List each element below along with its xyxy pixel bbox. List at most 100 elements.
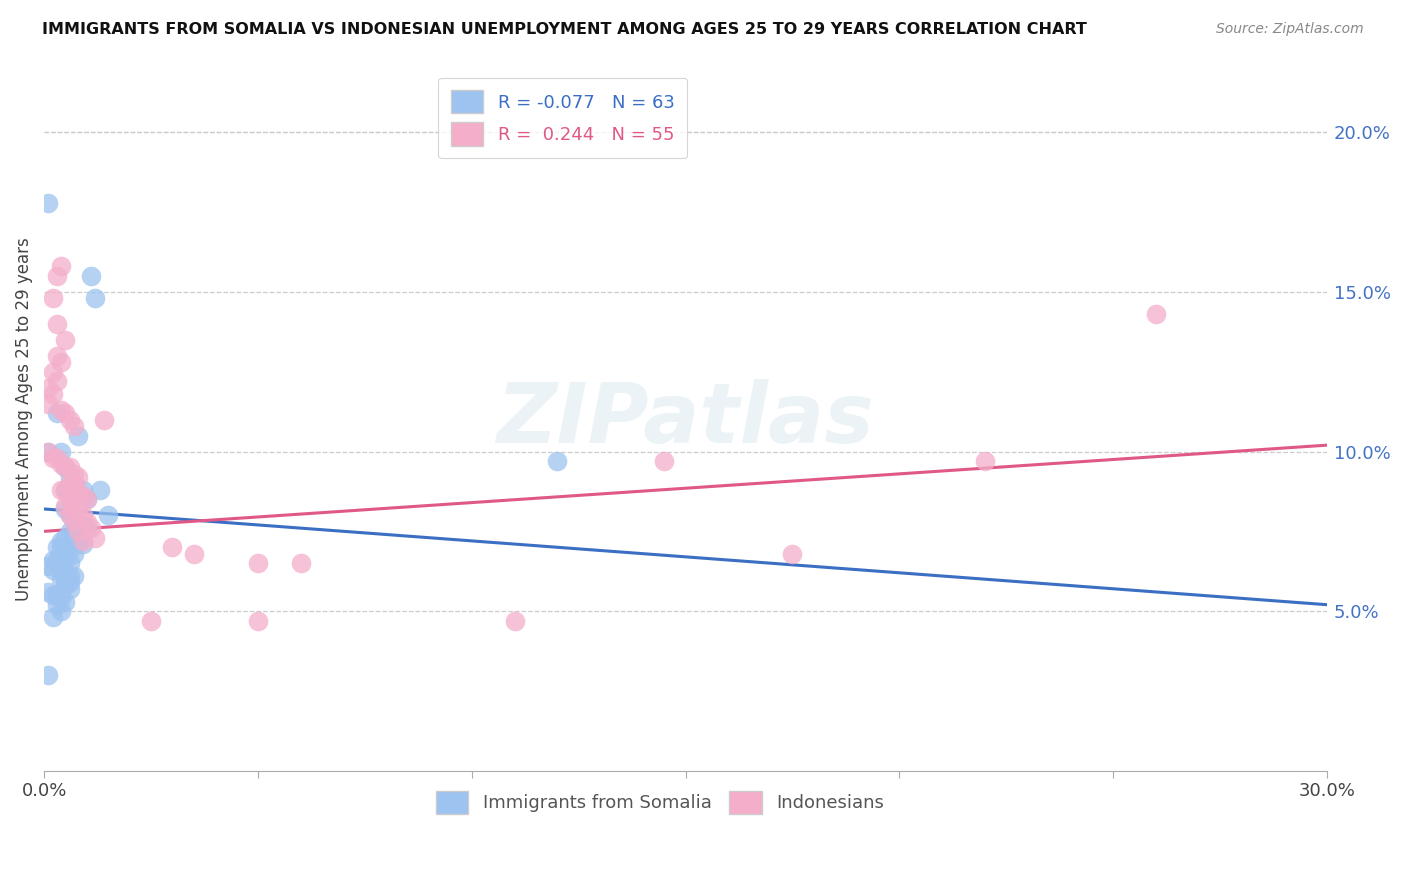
Point <box>67 486 90 500</box>
Point <box>55 572 77 586</box>
Point <box>246 556 269 570</box>
Point <box>41 553 63 567</box>
Point <box>41 365 63 379</box>
Point <box>974 454 997 468</box>
Point <box>37 444 59 458</box>
Point <box>76 521 98 535</box>
Point <box>41 291 63 305</box>
Point <box>72 537 94 551</box>
Point <box>80 268 103 283</box>
Point <box>41 450 63 465</box>
Point <box>67 502 90 516</box>
Point <box>76 515 98 529</box>
Point <box>63 476 86 491</box>
Point <box>51 483 73 497</box>
Point <box>67 428 90 442</box>
Point <box>55 333 77 347</box>
Point <box>55 578 77 592</box>
Y-axis label: Unemployment Among Ages 25 to 29 years: Unemployment Among Ages 25 to 29 years <box>15 238 32 601</box>
Point <box>67 524 90 539</box>
Point <box>55 531 77 545</box>
Point <box>45 556 67 570</box>
Point <box>37 195 59 210</box>
Point <box>290 556 312 570</box>
Point <box>63 467 86 481</box>
Text: Source: ZipAtlas.com: Source: ZipAtlas.com <box>1216 22 1364 37</box>
Point <box>55 406 77 420</box>
Point <box>63 492 86 507</box>
Point <box>51 260 73 274</box>
Point <box>51 591 73 606</box>
Legend: Immigrants from Somalia, Indonesians: Immigrants from Somalia, Indonesians <box>425 780 896 825</box>
Point <box>45 588 67 602</box>
Point <box>80 521 103 535</box>
Text: IMMIGRANTS FROM SOMALIA VS INDONESIAN UNEMPLOYMENT AMONG AGES 25 TO 29 YEARS COR: IMMIGRANTS FROM SOMALIA VS INDONESIAN UN… <box>42 22 1087 37</box>
Point <box>51 533 73 548</box>
Point <box>45 541 67 555</box>
Point <box>782 547 804 561</box>
Point <box>45 268 67 283</box>
Point <box>63 527 86 541</box>
Point <box>652 454 675 468</box>
Point <box>59 470 82 484</box>
Point <box>59 489 82 503</box>
Point <box>37 585 59 599</box>
Point <box>63 476 86 491</box>
Point <box>51 549 73 564</box>
Point <box>37 381 59 395</box>
Point <box>72 508 94 523</box>
Point <box>51 604 73 618</box>
Point <box>55 553 77 567</box>
Point <box>51 458 73 472</box>
Point <box>59 524 82 539</box>
Point <box>45 450 67 465</box>
Point <box>51 563 73 577</box>
Point <box>45 406 67 420</box>
Point <box>67 499 90 513</box>
Point <box>59 492 82 507</box>
Point <box>51 444 73 458</box>
Point <box>45 374 67 388</box>
Point <box>37 668 59 682</box>
Point <box>59 508 82 523</box>
Point <box>72 517 94 532</box>
Point <box>503 614 526 628</box>
Point <box>55 460 77 475</box>
Point <box>59 412 82 426</box>
Point <box>59 460 82 475</box>
Point <box>45 598 67 612</box>
Point <box>63 419 86 434</box>
Point <box>183 547 205 561</box>
Point <box>67 470 90 484</box>
Point <box>37 559 59 574</box>
Point <box>59 582 82 596</box>
Point <box>76 492 98 507</box>
Text: ZIPatlas: ZIPatlas <box>496 379 875 460</box>
Point <box>63 515 86 529</box>
Point <box>55 566 77 580</box>
Point <box>37 397 59 411</box>
Point <box>84 531 107 545</box>
Point <box>72 533 94 548</box>
Point <box>45 349 67 363</box>
Point <box>45 553 67 567</box>
Point <box>55 483 77 497</box>
Point <box>59 508 82 523</box>
Point <box>51 403 73 417</box>
Point <box>41 387 63 401</box>
Point <box>51 556 73 570</box>
Point <box>93 412 115 426</box>
Point <box>51 572 73 586</box>
Point <box>51 541 73 555</box>
Point <box>67 533 90 548</box>
Point <box>51 355 73 369</box>
Point <box>139 614 162 628</box>
Point <box>59 543 82 558</box>
Point <box>97 508 120 523</box>
Point <box>55 594 77 608</box>
Point <box>63 569 86 583</box>
Point <box>41 610 63 624</box>
Point <box>41 563 63 577</box>
Point <box>67 515 90 529</box>
Point <box>37 444 59 458</box>
